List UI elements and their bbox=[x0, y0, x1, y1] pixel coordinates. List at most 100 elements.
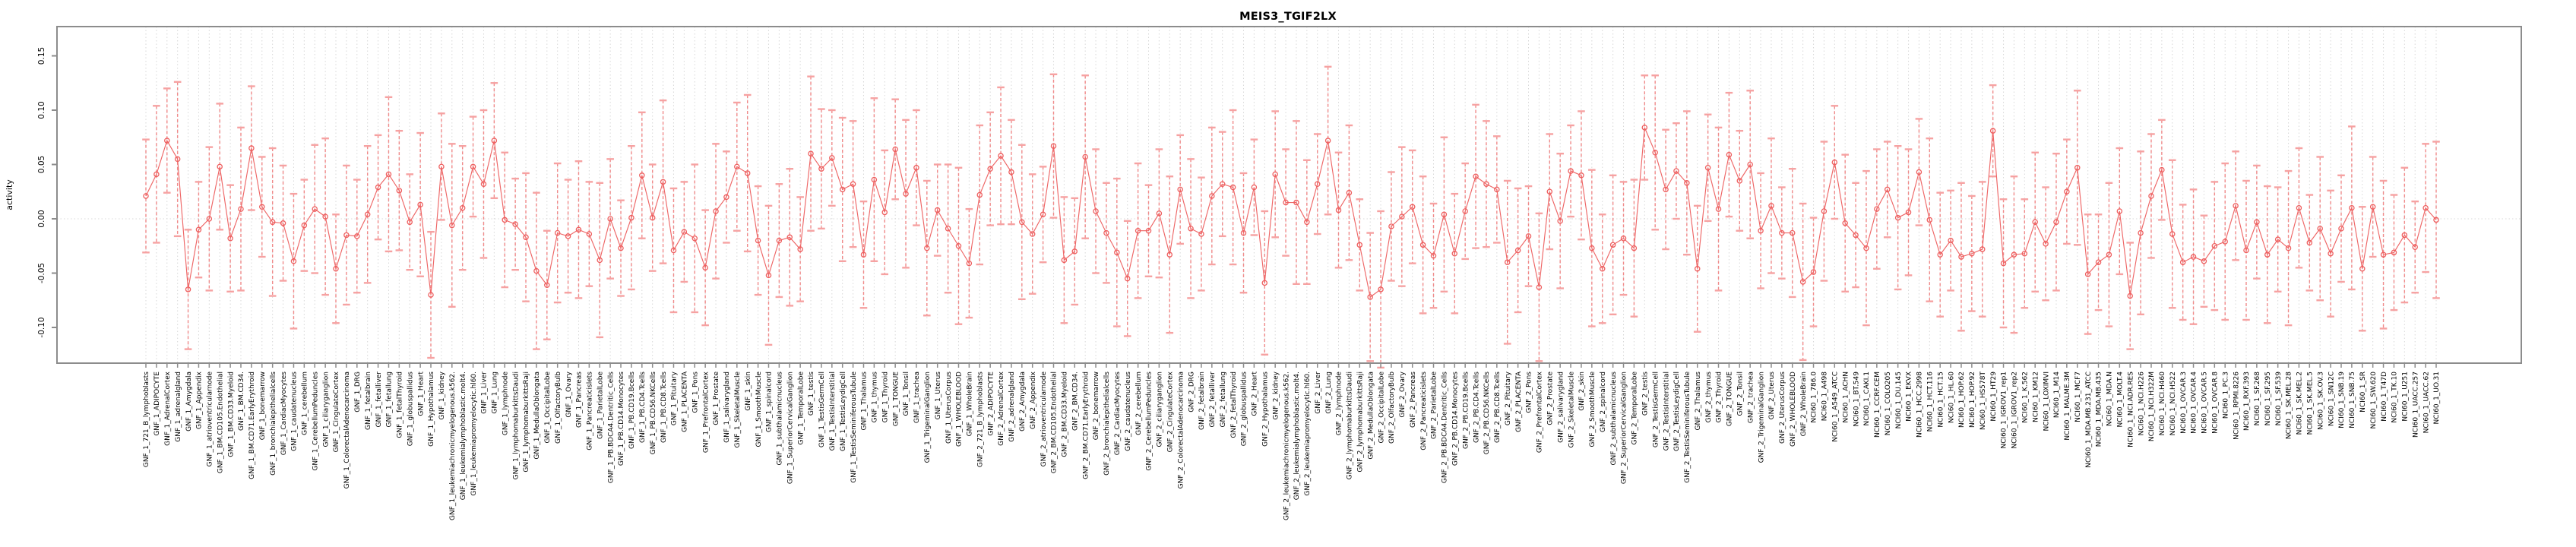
x-tick-label: GNF_1_cerebellum bbox=[302, 372, 309, 435]
data-point bbox=[1663, 186, 1669, 193]
x-tick-label: GNF_2_Thyroid bbox=[1716, 372, 1723, 422]
data-point bbox=[1779, 229, 1785, 236]
x-tick-label: GNF_2_PrefrontalCortex bbox=[1536, 371, 1544, 453]
data-point bbox=[860, 251, 867, 258]
x-tick-label: GNF_1_Prostate bbox=[713, 372, 720, 425]
error-bar bbox=[1198, 176, 1205, 292]
error-bar bbox=[1725, 91, 1733, 218]
x-tick-label: GNF_1_bronchialepithelialcells bbox=[270, 372, 277, 476]
x-tick-label: NCI60_1_HCT.116 bbox=[1927, 372, 1935, 432]
x-tick-label: GNF_2_MedullaOblongata bbox=[1367, 372, 1375, 460]
error-bar bbox=[1968, 194, 1976, 312]
x-tick-label: GNF_2_Prostate bbox=[1546, 372, 1554, 425]
data-point bbox=[1948, 237, 1954, 244]
data-point bbox=[1177, 186, 1183, 193]
data-point bbox=[1715, 206, 1722, 212]
data-point bbox=[2000, 260, 2007, 267]
error-bar bbox=[1429, 202, 1438, 309]
data-point bbox=[301, 222, 308, 229]
data-point bbox=[850, 181, 856, 187]
error-bar bbox=[1831, 105, 1839, 220]
x-tick-label: GNF_1_PB.BDCA4.Dentritic_Cells bbox=[607, 372, 615, 483]
x-tick-label: GNF_2_globuspallidus bbox=[1241, 372, 1248, 447]
data-point bbox=[913, 165, 919, 171]
x-tick-label: NCI60_1_BT.549 bbox=[1853, 372, 1860, 427]
x-tick-label: GNF_2_subthalamicnucleus bbox=[1610, 372, 1618, 466]
error-bar bbox=[574, 160, 583, 299]
data-point bbox=[2106, 251, 2112, 258]
error-bar bbox=[1852, 182, 1859, 289]
x-tick-label: GNF_2_Liver bbox=[1315, 372, 1322, 414]
error-bar bbox=[723, 150, 730, 244]
data-point bbox=[1989, 128, 1996, 134]
data-point bbox=[2433, 217, 2439, 223]
data-point bbox=[2116, 208, 2123, 214]
x-tick-label: GNF_2_WHOLEBLOOD bbox=[1790, 372, 1797, 447]
data-point bbox=[438, 163, 445, 170]
data-point bbox=[312, 206, 318, 212]
data-point bbox=[2285, 245, 2292, 251]
data-point bbox=[649, 214, 656, 221]
x-tick-label: GNF_1_Pancreas bbox=[576, 372, 584, 428]
x-tick-label: NCI60_1_SK.OV.3 bbox=[2317, 372, 2324, 430]
x-tick-label: NCI60_1_SW.620 bbox=[2370, 372, 2378, 429]
x-tick-label: GNF_1_PB.CD19.Bcells bbox=[628, 372, 636, 449]
x-tick-label: GNF_2_UterusCorpus bbox=[1779, 372, 1786, 444]
data-point bbox=[755, 237, 761, 244]
x-tick-label: GNF_2_fetalliver bbox=[1209, 372, 1217, 428]
data-point bbox=[1863, 245, 1869, 251]
data-point bbox=[1853, 232, 1859, 239]
data-point bbox=[1419, 242, 1426, 248]
error-bar bbox=[1567, 124, 1574, 218]
x-tick-label: NCI60_1_NCI.H460 bbox=[2159, 372, 2166, 436]
x-tick-label: GNF_2_bronchialepithelialcells bbox=[1103, 372, 1111, 476]
data-point bbox=[227, 235, 233, 242]
x-tick-label: GNF_1_caudatenucleus bbox=[291, 372, 299, 451]
x-tick-label: GNF_2_CerebellumPeduncles bbox=[1146, 372, 1154, 471]
error-bar bbox=[1673, 122, 1680, 220]
data-point bbox=[459, 204, 466, 211]
error-bar bbox=[1134, 162, 1142, 299]
x-tick-label: GNF_2_ADIPOCYTE bbox=[987, 372, 995, 436]
error-bar bbox=[490, 82, 498, 200]
data-point bbox=[1324, 138, 1331, 144]
error-bar bbox=[1936, 191, 1944, 318]
data-point bbox=[2359, 266, 2366, 272]
data-point bbox=[1451, 251, 1458, 257]
x-tick-label: GNF_2_PB.CD8.Tcells bbox=[1494, 372, 1502, 443]
x-tick-label: GNF_1_Hypothalamus bbox=[428, 372, 435, 447]
error-bar bbox=[300, 179, 309, 272]
y-tick-label: 0.10 bbox=[37, 101, 46, 119]
data-point bbox=[1071, 248, 1078, 255]
data-point bbox=[829, 155, 835, 161]
error-bar bbox=[712, 143, 720, 280]
x-tick-label: GNF_2_TestisLeydigCell bbox=[1673, 372, 1681, 451]
x-tick-label: NCI60_1_A549_ATCC bbox=[1832, 372, 1840, 442]
x-tick-label: GNF_2_TestisInterstitial bbox=[1663, 372, 1670, 451]
x-tick-label: GNF_1_MedullaOblongata bbox=[533, 372, 541, 460]
x-tick-label: GNF_2_OccipitalLobe bbox=[1378, 372, 1385, 444]
data-point bbox=[597, 257, 603, 264]
data-point bbox=[375, 184, 381, 191]
error-bar bbox=[775, 183, 783, 299]
data-point bbox=[2233, 203, 2239, 209]
error-bar bbox=[617, 199, 625, 297]
data-point bbox=[955, 242, 962, 249]
x-tick-label: GNF_1_AdrenalCortex bbox=[164, 371, 172, 445]
error-bar bbox=[986, 111, 994, 226]
data-point bbox=[1040, 211, 1046, 218]
error-bar bbox=[1250, 138, 1258, 236]
data-point bbox=[217, 163, 223, 170]
x-tick-label: GNF_2_TemporalLobe bbox=[1631, 372, 1639, 445]
data-point bbox=[1019, 219, 1025, 226]
data-point bbox=[1399, 213, 1405, 220]
x-tick-label: NCI60_1_IGROV1_rep2 bbox=[2011, 372, 2019, 449]
data-point bbox=[1409, 204, 1416, 210]
error-bar bbox=[1113, 177, 1121, 327]
data-point bbox=[1589, 245, 1595, 251]
error-bar bbox=[1556, 152, 1564, 289]
y-axis: 0.15 0.10 0.05 0.00 -0.05 -0.10 activity bbox=[5, 47, 57, 338]
x-tick-label: GNF_1_CardiacMyocytes bbox=[280, 372, 288, 456]
error-bar bbox=[1641, 74, 1649, 181]
data-point bbox=[554, 229, 561, 236]
